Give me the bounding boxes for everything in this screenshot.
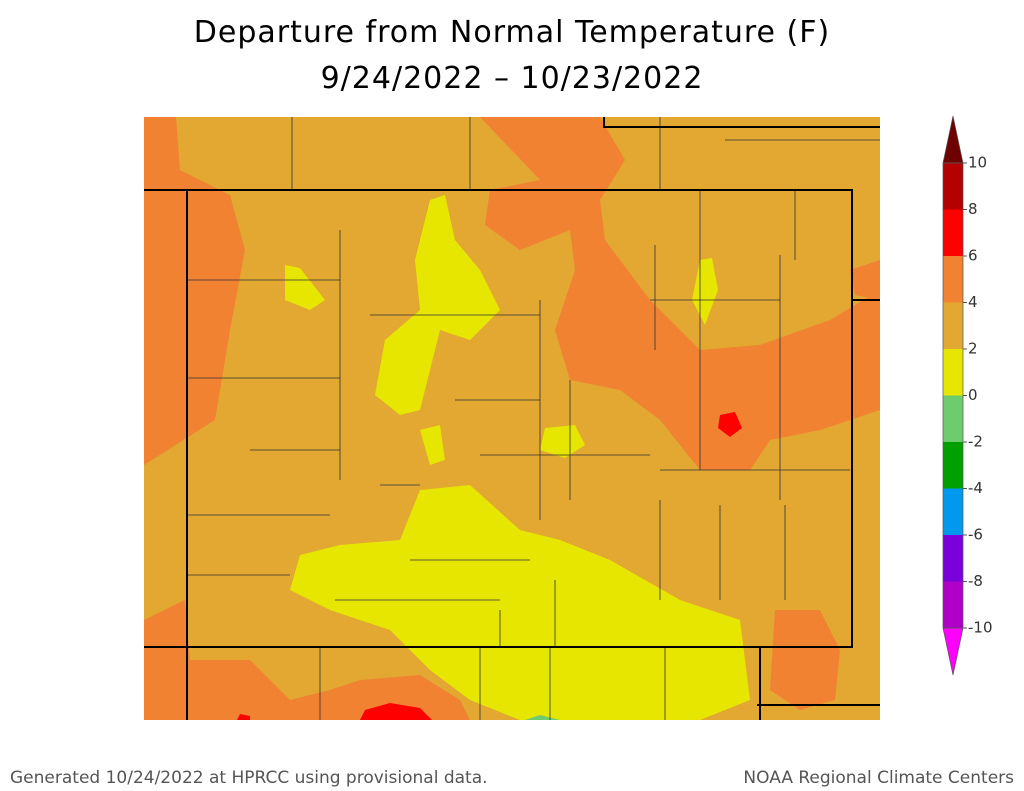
colorbar-segment: [943, 535, 963, 582]
warm-area: [144, 600, 470, 720]
hot-spot: [237, 714, 250, 720]
map: [144, 117, 880, 720]
colorbar-label: 8: [968, 200, 978, 218]
colorbar-over: [942, 115, 964, 164]
colorbar-label: -8: [968, 572, 983, 590]
colorbar: 10 8 6 4 2 0 -2 -4 -6 -8 -10: [942, 115, 993, 676]
cool-area: [285, 265, 325, 310]
colorbar-segment: [943, 302, 963, 349]
colorbar-segment: [943, 488, 963, 535]
colorbar-label: 10: [968, 154, 987, 172]
cool-area: [525, 715, 560, 720]
colorbar-segment: [943, 349, 963, 396]
colorbar-label: 6: [968, 247, 978, 265]
warm-area: [770, 610, 840, 710]
hot-spot: [718, 412, 742, 437]
footer-left: Generated 10/24/2022 at HPRCC using prov…: [10, 768, 488, 788]
cool-area: [290, 485, 750, 720]
colorbar-label: 2: [968, 340, 978, 358]
colorbar-segment: [943, 395, 963, 442]
footer-right: NOAA Regional Climate Centers: [743, 768, 1014, 788]
cool-area: [540, 425, 585, 458]
colorbar-label: -2: [968, 433, 983, 451]
title-line: 9/24/2022 – 10/23/2022: [321, 61, 704, 96]
colorbar-label: 4: [968, 293, 978, 311]
colorbar-segment: [943, 442, 963, 489]
colorbar-segment: [943, 209, 963, 256]
colorbar-segment: [943, 581, 963, 628]
hot-spot: [360, 703, 432, 720]
colorbar-label: -4: [968, 479, 983, 497]
colorbar-label: -10: [968, 619, 993, 637]
colorbar-segment: [943, 256, 963, 303]
colorbar-label: 0: [968, 386, 978, 404]
title-line: Departure from Normal Temperature (F): [194, 15, 830, 50]
colorbar-label: -6: [968, 526, 983, 544]
cool-area: [375, 195, 500, 415]
colorbar-segment: [943, 163, 963, 210]
cool-area: [692, 258, 718, 325]
colorbar-under: [942, 627, 964, 676]
warm-area: [850, 260, 880, 300]
cool-area: [420, 425, 445, 465]
